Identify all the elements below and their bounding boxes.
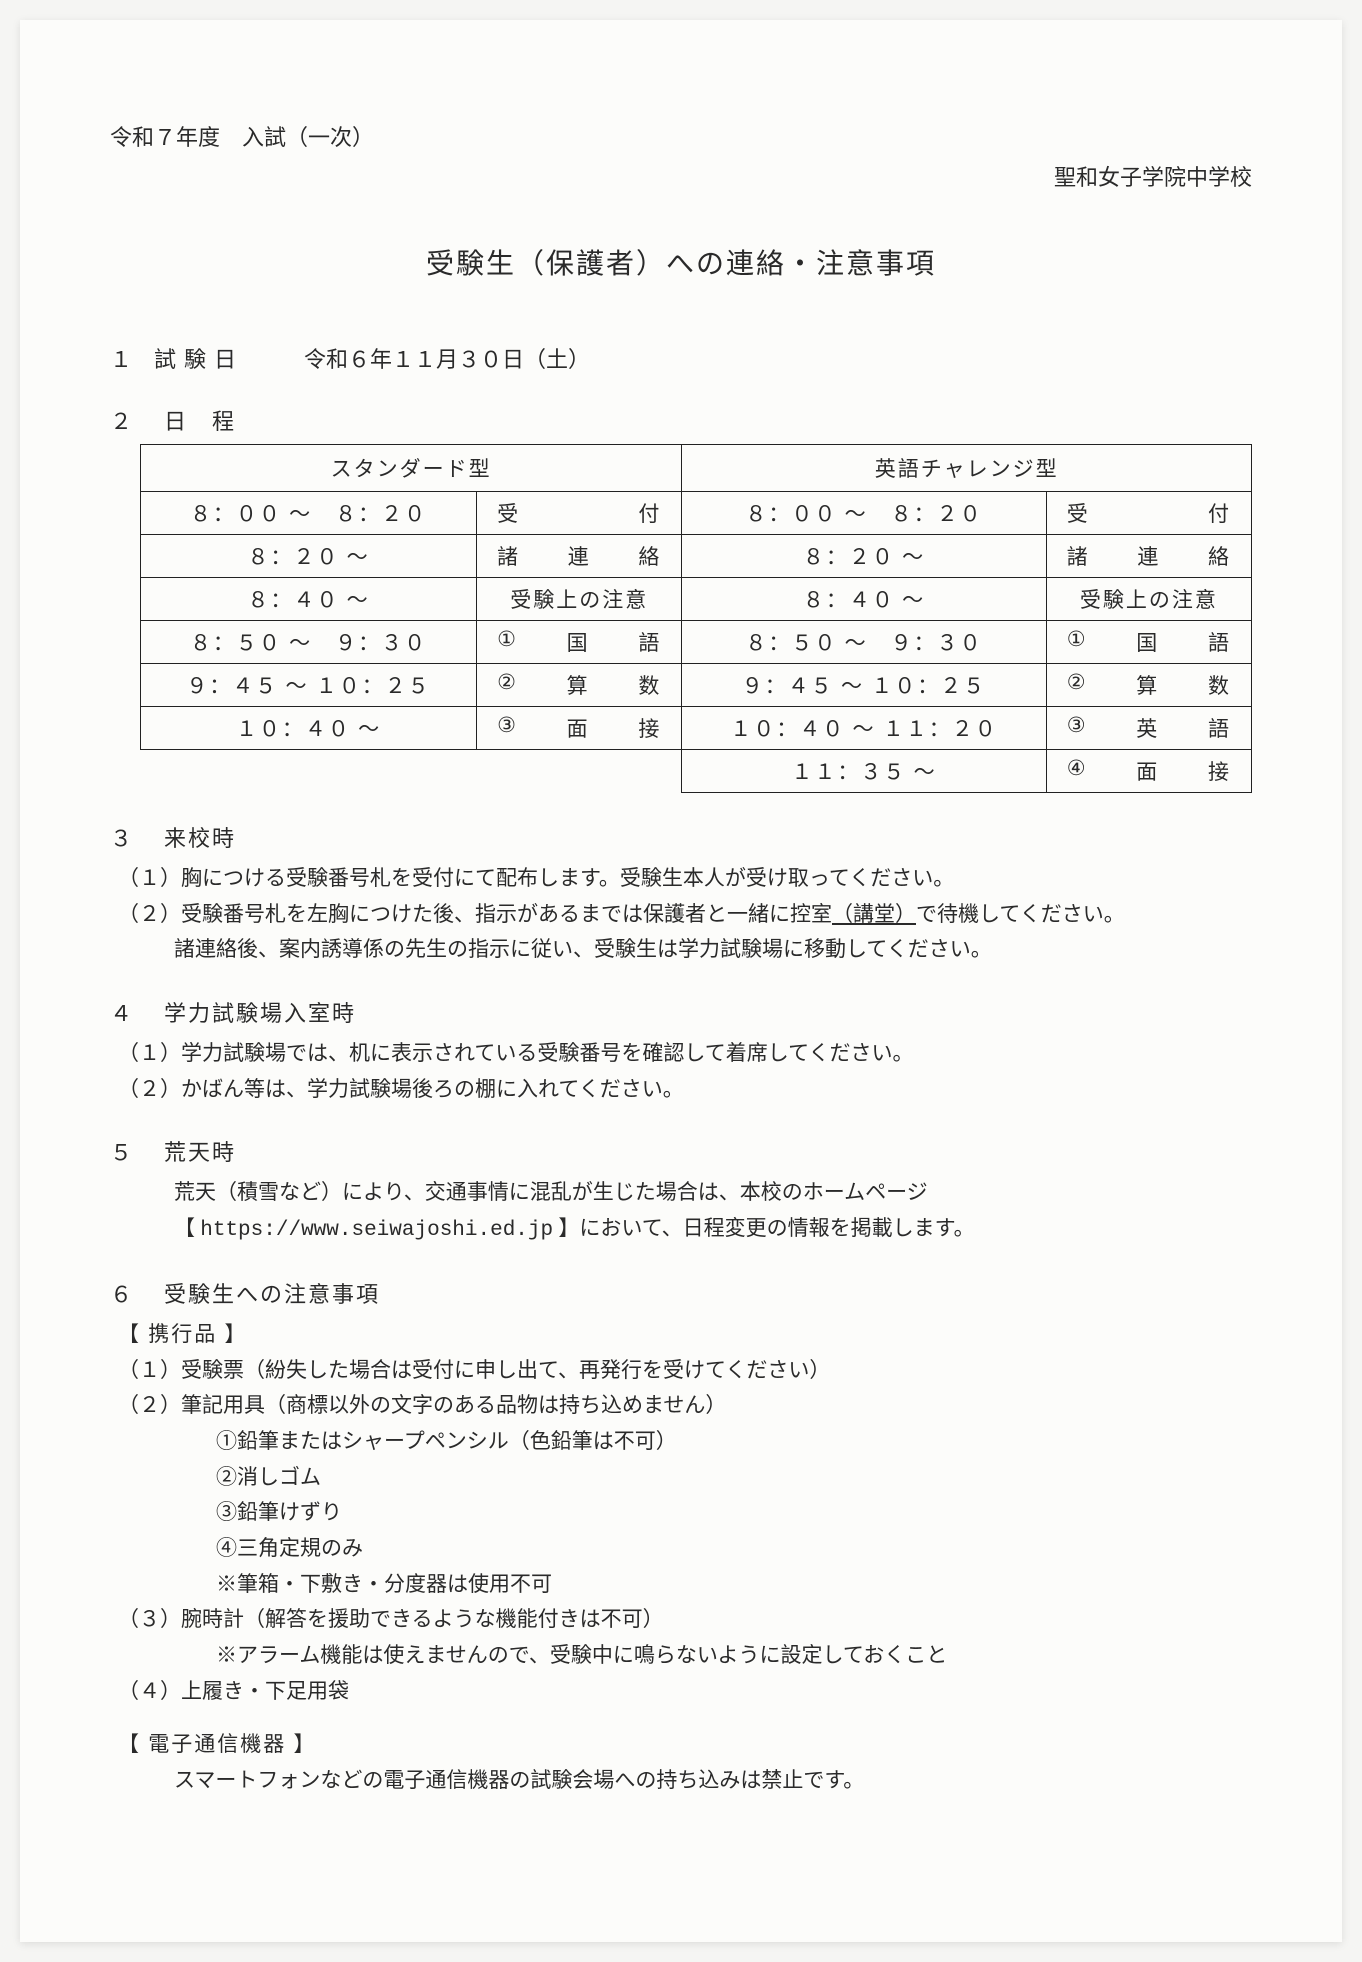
s6-item-4: （４）上履き・下足用袋 (118, 1674, 1252, 1710)
table-time-cell: ８：４０ ～ (682, 578, 1046, 621)
schedule-table: スタンダード型 英語チャレンジ型 ８：００ ～ ８：２０受付８：００ ～ ８：２… (140, 444, 1252, 793)
section-6-label: 受験生への注意事項 (164, 1282, 380, 1307)
section-4-num: ４ (110, 996, 140, 1028)
section-6-num: ６ (110, 1277, 140, 1309)
section-2-heading: ２ 日 程 (110, 404, 1252, 436)
table-label-cell (477, 750, 682, 793)
table-time-cell: ８：００ ～ ８：２０ (682, 492, 1046, 535)
table-label-cell: ②算数 (1046, 664, 1251, 707)
table-row: １１：３５ ～④面接 (141, 750, 1252, 793)
table-time-cell: １０：４０ ～ (141, 707, 477, 750)
s6-item-3-1: ※アラーム機能は使えませんので、受験中に鳴らないように設定しておくこと (118, 1638, 1252, 1674)
table-label-cell: 諸連絡 (477, 535, 682, 578)
header-standard: スタンダード型 (141, 445, 682, 492)
s3-item-1: （１）胸につける受験番号札を受付にて配布します。受験生本人が受け取ってください。 (118, 861, 1252, 897)
table-time-cell: ８：４０ ～ (141, 578, 477, 621)
table-time-cell: ８：２０ ～ (682, 535, 1046, 578)
table-row: ９：４５ ～ １０：２５②算数９：４５ ～ １０：２５②算数 (141, 664, 1252, 707)
table-label-cell: ③面接 (477, 707, 682, 750)
s5-url: https://www.seiwajoshi.ed.jp (200, 1219, 553, 1242)
s6-item-3: （３）腕時計（解答を援助できるような機能付きは不可） (118, 1602, 1252, 1638)
section-4-heading: ４ 学力試験場入室時 (110, 996, 1252, 1028)
document-page: 令和７年度 入試（一次） 聖和女子学院中学校 受験生（保護者）への連絡・注意事項… (20, 20, 1342, 1942)
s3-item-2: （２）受験番号札を左胸につけた後、指示があるまでは保護者と一緒に控室（講堂）で待… (118, 897, 1252, 933)
table-time-cell: １１：３５ ～ (682, 750, 1046, 793)
header-english: 英語チャレンジ型 (682, 445, 1252, 492)
table-time-cell: ９：４５ ～ １０：２５ (682, 664, 1046, 707)
section-6-heading: ６ 受験生への注意事項 (110, 1277, 1252, 1309)
s6-item-2-2: ②消しゴム (118, 1460, 1252, 1496)
exam-date-value: 令和６年１１月３０日（土） (304, 342, 590, 374)
section-2: ２ 日 程 スタンダード型 英語チャレンジ型 ８：００ ～ ８：２０受付８：００… (110, 404, 1252, 793)
s5-line-1: 荒天（積雪など）により、交通事情に混乱が生じた場合は、本校のホームページ (118, 1175, 1252, 1211)
section-5-heading: ５ 荒天時 (110, 1135, 1252, 1167)
section-2-label: 日 程 (164, 409, 236, 434)
s3-item-2-cont: 諸連絡後、案内誘導係の先生の指示に従い、受験生は学力試験場に移動してください。 (118, 932, 1252, 968)
section-3-num: ３ (110, 821, 140, 853)
section-3: ３ 来校時 （１）胸につける受験番号札を受付にて配布します。受験生本人が受け取っ… (110, 821, 1252, 968)
page-title: 受験生（保護者）への連絡・注意事項 (110, 242, 1252, 282)
table-label-cell: 諸連絡 (1046, 535, 1251, 578)
s6-bracket-electronics: 【 電子通信機器 】 (118, 1727, 1252, 1763)
table-time-cell: １０：４０ ～ １１：２０ (682, 707, 1046, 750)
section-1-exam-date: １ 試験日 令和６年１１月３０日（土） (110, 342, 1252, 374)
s5-bracket-open: 【 (174, 1216, 200, 1240)
table-label-cell: 受付 (477, 492, 682, 535)
table-label-cell: ②算数 (477, 664, 682, 707)
table-header-row: スタンダード型 英語チャレンジ型 (141, 445, 1252, 492)
section-6: ６ 受験生への注意事項 【 携行品 】 （１）受験票（紛失した場合は受付に申し出… (110, 1277, 1252, 1799)
section-5-num: ５ (110, 1135, 140, 1167)
table-row: ８：００ ～ ８：２０受付８：００ ～ ８：２０受付 (141, 492, 1252, 535)
s6-item-1: （１）受験票（紛失した場合は受付に申し出て、再発行を受けてください） (118, 1353, 1252, 1389)
section-4: ４ 学力試験場入室時 （１）学力試験場では、机に表示されている受験番号を確認して… (110, 996, 1252, 1107)
table-time-cell: ８：５０ ～ ９：３０ (141, 621, 477, 664)
table-row: ８：２０ ～諸連絡８：２０ ～諸連絡 (141, 535, 1252, 578)
table-label-cell: 受付 (1046, 492, 1251, 535)
section-1-label: 試験日 (154, 347, 244, 372)
header-year: 令和７年度 入試（一次） (110, 120, 1252, 152)
s4-item-2: （２）かばん等は、学力試験場後ろの棚に入れてください。 (118, 1072, 1252, 1108)
s6-item-2-4: ④三角定規のみ (118, 1531, 1252, 1567)
table-time-cell: ８：５０ ～ ９：３０ (682, 621, 1046, 664)
s6-item-2-3: ③鉛筆けずり (118, 1495, 1252, 1531)
section-4-label: 学力試験場入室時 (164, 1001, 356, 1026)
s3-item-2b: で待機してください。 (916, 902, 1125, 926)
table-label-cell: ④面接 (1046, 750, 1251, 793)
table-row: １０：４０ ～③面接１０：４０ ～ １１：２０③英語 (141, 707, 1252, 750)
s6-item-2-1: ①鉛筆またはシャープペンシル（色鉛筆は不可） (118, 1424, 1252, 1460)
table-label-cell: ①国語 (477, 621, 682, 664)
table-label-cell: 受験上の注意 (477, 578, 682, 621)
section-3-heading: ３ 来校時 (110, 821, 1252, 853)
section-5-label: 荒天時 (164, 1140, 236, 1165)
table-row: ８：４０ ～受験上の注意８：４０ ～受験上の注意 (141, 578, 1252, 621)
s5-bracket-close: 】において、日程変更の情報を掲載します。 (553, 1216, 974, 1240)
section-2-num: ２ (110, 404, 140, 436)
s3-item-2-underline: （講堂） (832, 902, 916, 926)
table-time-cell: ８：００ ～ ８：２０ (141, 492, 477, 535)
section-1-num: １ (110, 347, 132, 372)
s6-item-2: （２）筆記用具（商標以外の文字のある品物は持ち込めません） (118, 1388, 1252, 1424)
table-time-cell: ９：４５ ～ １０：２５ (141, 664, 477, 707)
s6-bracket-belongings: 【 携行品 】 (118, 1317, 1252, 1353)
header-school: 聖和女子学院中学校 (110, 160, 1252, 192)
table-time-cell: ８：２０ ～ (141, 535, 477, 578)
table-time-cell (141, 750, 477, 793)
table-label-cell: ①国語 (1046, 621, 1251, 664)
s4-item-1: （１）学力試験場では、机に表示されている受験番号を確認して着席してください。 (118, 1036, 1252, 1072)
section-5: ５ 荒天時 荒天（積雪など）により、交通事情に混乱が生じた場合は、本校のホームペ… (110, 1135, 1252, 1248)
s6-item-2-5: ※筆箱・下敷き・分度器は使用不可 (118, 1567, 1252, 1603)
section-3-label: 来校時 (164, 826, 236, 851)
table-label-cell: 受験上の注意 (1046, 578, 1251, 621)
s3-item-2a: （２）受験番号札を左胸につけた後、指示があるまでは保護者と一緒に控室 (118, 902, 832, 926)
table-label-cell: ③英語 (1046, 707, 1251, 750)
s6-electronics-line: スマートフォンなどの電子通信機器の試験会場への持ち込みは禁止です。 (118, 1763, 1252, 1799)
s5-line-2: 【 https://www.seiwajoshi.ed.jp 】において、日程変… (118, 1211, 1252, 1249)
table-row: ８：５０ ～ ９：３０①国語８：５０ ～ ９：３０①国語 (141, 621, 1252, 664)
